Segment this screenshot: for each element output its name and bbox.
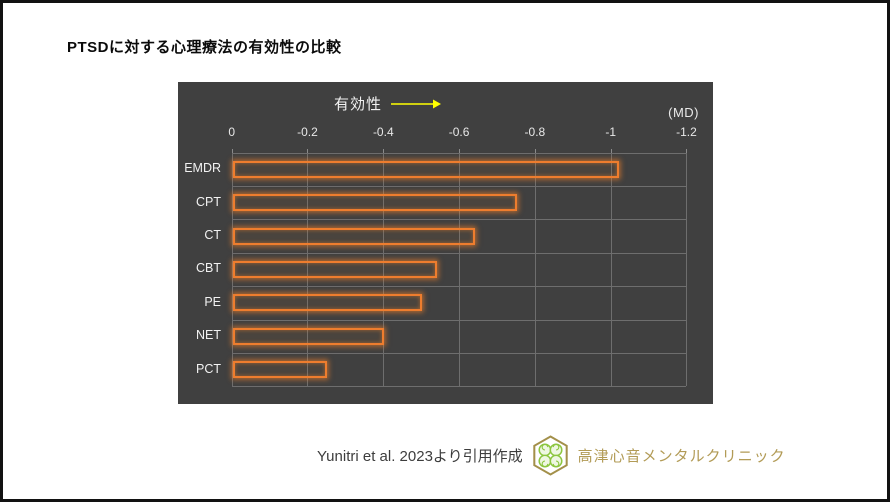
x-axis: 0 -0.2 -0.4 -0.6 -0.8 -1 -1.2 [228, 125, 696, 141]
arrow-right-icon [391, 99, 442, 108]
gridline-horizontal [231, 352, 687, 354]
effectiveness-label: 有効性 [334, 96, 383, 113]
axis-tickmark [383, 148, 385, 153]
footer: Yunitri et al. 2023より引用作成 高津心音メンタルクリニック [317, 426, 786, 484]
x-tick-label: -0.6 [448, 125, 470, 139]
chart-panel: 有効性 (MD) 0 -0.2 -0.4 -0.6 -0.8 -1 -1.2 EMDR CPT… [178, 82, 713, 404]
chart-bar-net [232, 327, 385, 345]
unit-label: (MD) [668, 105, 699, 120]
gridline-vertical [686, 152, 688, 387]
axis-tickmark [307, 148, 309, 153]
axis-tickmark [610, 148, 612, 153]
x-tick-label: -0.8 [524, 125, 546, 139]
gridline-vertical [534, 152, 536, 387]
axis-tickmark [231, 148, 233, 153]
x-tick-label: -0.2 [297, 125, 318, 139]
clinic-logo-icon [532, 434, 568, 476]
category-label: PE [204, 294, 221, 309]
gridline-horizontal [231, 152, 687, 154]
source-citation: Yunitri et al. 2023より引用作成 [317, 447, 523, 465]
gridline-vertical [459, 152, 461, 387]
gridline-horizontal [231, 319, 687, 321]
category-label: CPT [196, 194, 221, 209]
x-tick-label: -1 [605, 125, 617, 139]
gridline-vertical [231, 152, 233, 387]
category-label: EMDR [184, 161, 221, 176]
clinic-name: 高津心音メンタルクリニック [577, 447, 786, 465]
chart-bar-pct [232, 361, 328, 379]
gridline-vertical [383, 152, 385, 387]
gridline-horizontal [231, 185, 687, 187]
plot-area [231, 148, 688, 388]
gridline-vertical [307, 152, 309, 387]
chart-bar-emdr [232, 160, 620, 178]
gridline-horizontal [231, 386, 687, 388]
chart-bar-pe [232, 294, 423, 312]
category-label: CT [204, 228, 221, 242]
x-tick-label: -1.2 [676, 125, 697, 139]
gridline-vertical [610, 152, 612, 387]
axis-tickmark [459, 148, 461, 153]
axis-tickmark [534, 148, 536, 153]
category-label: PCT [196, 361, 221, 376]
category-label: CBT [196, 261, 221, 276]
chart-bar-cpt [232, 194, 517, 212]
x-tick-label: -0.4 [372, 125, 394, 139]
effectiveness-direction: 有効性 [334, 93, 442, 114]
axis-tickmark [686, 148, 688, 153]
category-label: NET [196, 328, 221, 343]
gridline-horizontal [231, 286, 687, 288]
chart-bar-cbt [232, 260, 438, 278]
x-tick-label: 0 [228, 125, 236, 139]
gridline-horizontal [231, 252, 687, 254]
gridline-horizontal [231, 219, 687, 221]
chart-bar-ct [232, 227, 476, 245]
page-title: PTSDに対する心理療法の有効性の比較 [67, 39, 342, 56]
category-axis: EMDR CPT CT CBT PE NET PCT [178, 153, 226, 387]
